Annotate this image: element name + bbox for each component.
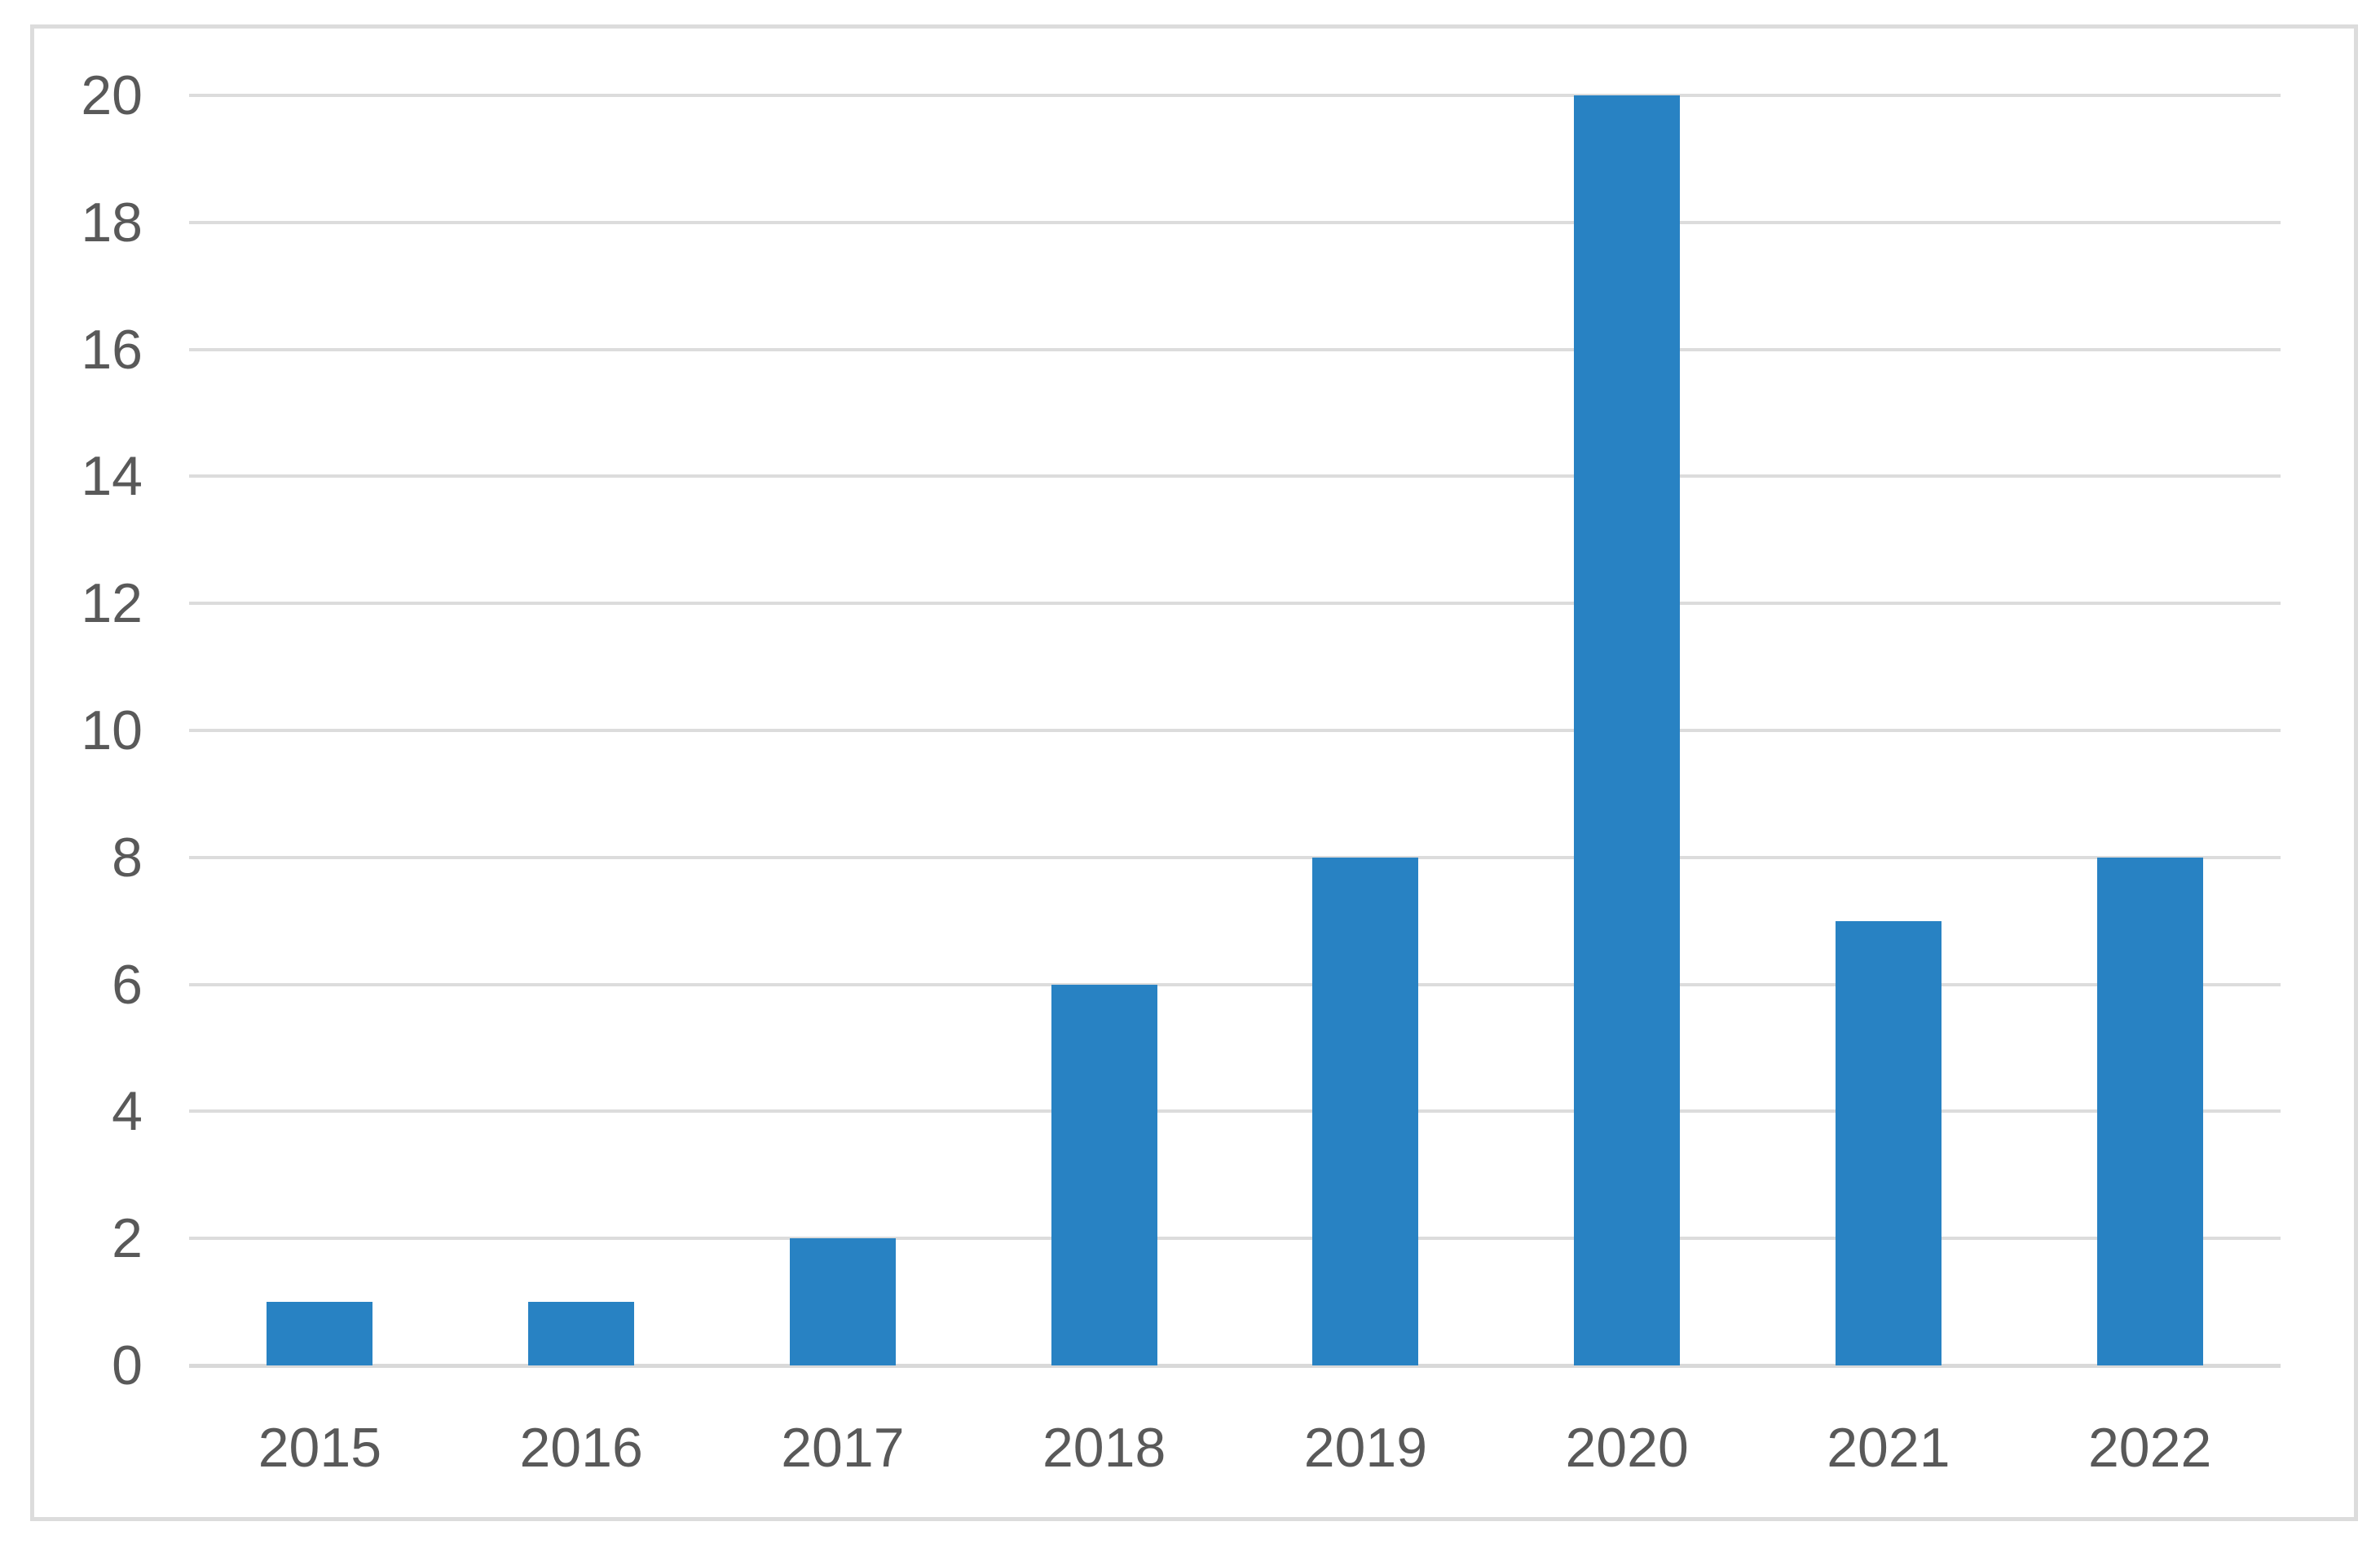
bar-2019 — [1312, 857, 1419, 1365]
y-axis-tick-label: 14 — [81, 445, 143, 508]
y-axis-tick-label: 18 — [81, 191, 143, 254]
x-axis-tick-label: 2018 — [1042, 1417, 1166, 1479]
chart-frame — [30, 24, 2358, 1521]
x-axis-tick-label: 2019 — [1303, 1417, 1428, 1479]
gridline — [189, 94, 2281, 97]
gridline — [189, 855, 2281, 859]
x-axis-line — [189, 1363, 2281, 1368]
bar-2021 — [1835, 920, 1941, 1365]
y-axis-tick-label: 10 — [81, 699, 143, 761]
x-axis-tick-label: 2022 — [2087, 1417, 2212, 1479]
y-axis-tick-label: 16 — [81, 318, 143, 381]
gridline — [189, 1237, 2281, 1241]
bar-2020 — [1574, 95, 1681, 1365]
x-axis-tick-label: 2017 — [781, 1417, 905, 1479]
y-axis-tick-label: 8 — [112, 826, 143, 889]
gridline — [189, 220, 2281, 224]
gridline — [189, 347, 2281, 351]
bar-2022 — [2096, 857, 2203, 1365]
y-axis-tick-label: 4 — [112, 1080, 143, 1143]
x-axis-tick-label: 2021 — [1827, 1417, 1950, 1479]
y-axis-tick-label: 0 — [112, 1334, 143, 1396]
y-axis-tick-label: 20 — [81, 64, 143, 126]
y-axis-tick-label: 12 — [81, 572, 143, 635]
x-axis-tick-label: 2015 — [258, 1417, 382, 1479]
bar-2017 — [789, 1238, 896, 1365]
gridline — [189, 474, 2281, 479]
gridline — [189, 982, 2281, 986]
x-axis-tick-label: 2020 — [1565, 1417, 1689, 1479]
bar-2018 — [1051, 984, 1157, 1365]
gridline — [189, 602, 2281, 606]
y-axis-tick-label: 2 — [112, 1207, 143, 1270]
bar-2016 — [528, 1302, 635, 1365]
bar-2015 — [267, 1302, 373, 1365]
y-axis-tick-label: 6 — [112, 953, 143, 1016]
x-axis-tick-label: 2016 — [519, 1417, 643, 1479]
gridline — [189, 1109, 2281, 1114]
gridline — [189, 729, 2281, 732]
